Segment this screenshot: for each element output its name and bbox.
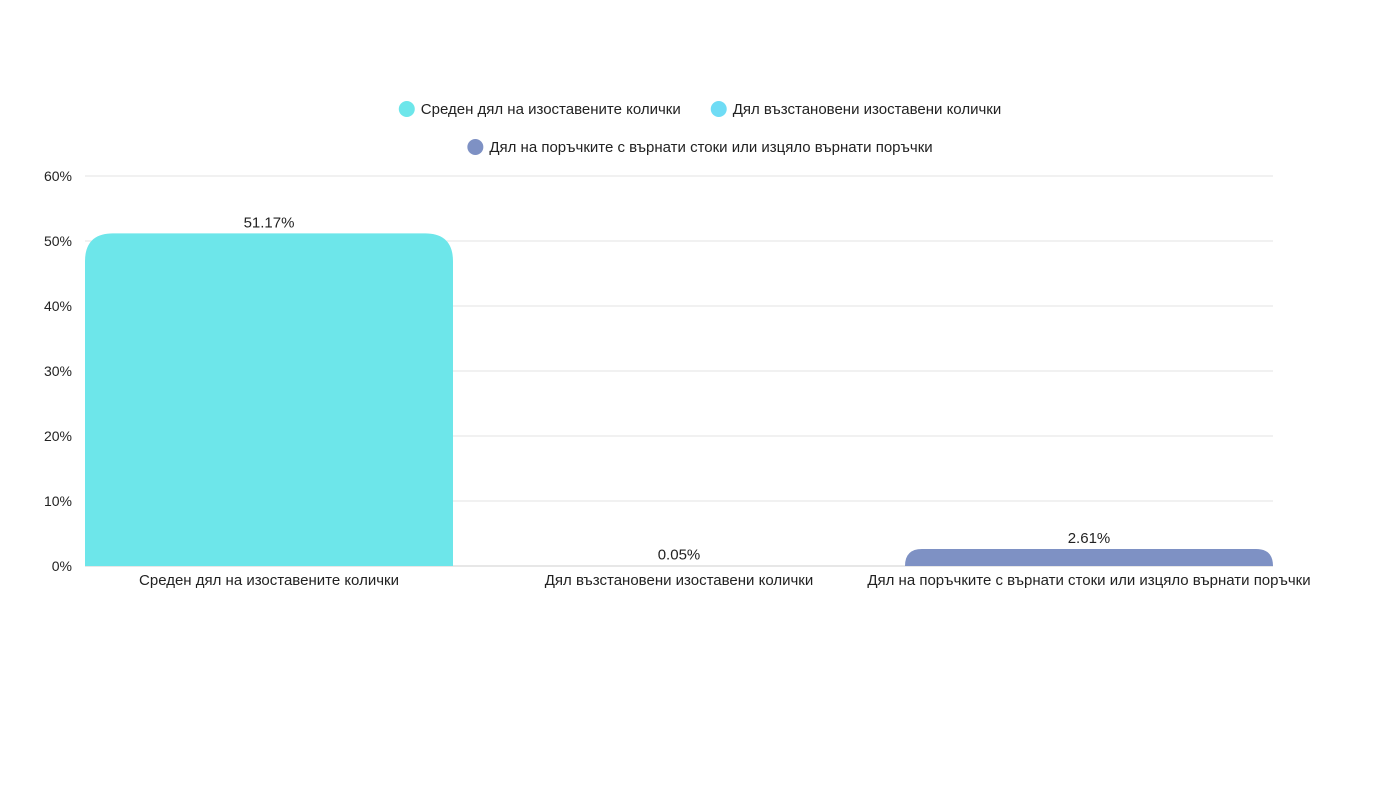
data-label: 2.61%: [1068, 530, 1111, 547]
y-tick-label: 40%: [44, 298, 72, 314]
legend-row: Среден дял на изоставените колички Дял въ…: [398, 101, 1001, 118]
x-axis: Среден дял на изоставените колички Дял въ…: [139, 572, 1311, 589]
y-tick-label: 0%: [52, 558, 72, 574]
y-tick-label: 50%: [44, 233, 72, 249]
y-tick-label: 10%: [44, 493, 72, 509]
legend-marker: [710, 101, 727, 117]
x-tick-label: Среден дял на изоставените колички: [139, 572, 399, 589]
y-tick-label: 20%: [44, 428, 72, 444]
x-tick-label: Дял възстановени изоставени колички: [545, 572, 813, 589]
legend-label: Среден дял на изоставените колички: [421, 101, 681, 118]
y-axis: 0% 10% 20% 30% 40% 50% 60%: [44, 168, 72, 574]
bar: [85, 233, 453, 566]
legend-item[interactable]: Среден дял на изоставените колички: [398, 101, 681, 118]
legend-item[interactable]: Дял на поръчките с върнати стоки или изц…: [467, 139, 933, 156]
legend-row: Дял на поръчките с върнати стоки или изц…: [467, 139, 933, 156]
y-tick-label: 30%: [44, 363, 72, 379]
data-label: 0.05%: [658, 547, 701, 564]
legend-label: Дял на поръчките с върнати стоки или изц…: [489, 139, 932, 156]
legend-marker: [398, 101, 415, 117]
legend-item[interactable]: Дял възстановени изоставени колички: [710, 101, 1001, 118]
legend-label: Дял възстановени изоставени колички: [733, 101, 1001, 118]
bars: 51.17% 0.05% 2.61%: [85, 214, 1273, 566]
bar: [905, 549, 1273, 566]
y-tick-label: 60%: [44, 168, 72, 184]
legend-marker: [467, 139, 484, 155]
x-tick-label: Дял на поръчките с върнати стоки или изц…: [867, 572, 1310, 589]
data-label: 51.17%: [244, 214, 295, 231]
legend: Среден дял на изоставените колички Дял въ…: [398, 101, 1001, 156]
